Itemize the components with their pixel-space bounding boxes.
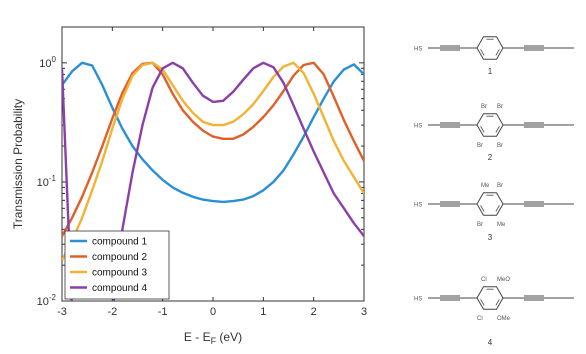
- double-bond: [480, 205, 485, 212]
- substituent-label: MeO: [497, 277, 510, 283]
- end-group-label: HS: [414, 203, 422, 209]
- molecule-number: 1: [488, 67, 493, 76]
- substituent-label: Br: [477, 222, 483, 228]
- y-tick-label: 10-1: [37, 174, 57, 189]
- legend-label: compound 4: [92, 283, 147, 294]
- series-lines: [62, 61, 364, 301]
- substituent-label: Br: [477, 143, 483, 149]
- x-tick-label: -3: [57, 306, 67, 318]
- end-group-label: HS: [414, 124, 422, 130]
- substituent-label: Br: [497, 143, 503, 149]
- double-bond: [480, 126, 485, 133]
- double-bond: [495, 49, 500, 56]
- end-group-label: HS: [414, 47, 422, 53]
- y-axis-label: Transmission Probability: [11, 99, 25, 229]
- x-tick-label: 1: [260, 306, 266, 318]
- legend: compound 1 compound 2 compound 3 compound 4: [64, 230, 170, 300]
- double-bond: [480, 299, 485, 306]
- y-tick-label: 100: [39, 55, 56, 70]
- legend-label: compound 3: [92, 268, 147, 279]
- y-tick-label: 10-2: [37, 293, 57, 308]
- double-bond: [495, 205, 500, 212]
- molecule-number: 3: [488, 233, 493, 242]
- series-line-compound-1: [62, 61, 364, 204]
- substituent-label: OMe: [497, 316, 511, 322]
- molecule-2: HS Br Br Br Br 2: [414, 104, 574, 162]
- series-line-compound-3: [62, 61, 364, 261]
- molecule-number: 4: [488, 338, 493, 347]
- molecule-4: HS Cl MeO Cl OMe 4: [414, 277, 574, 347]
- substituent-label: Me: [481, 183, 490, 189]
- x-tick-label: 3: [361, 306, 367, 318]
- benzene-ring: [476, 192, 504, 216]
- double-bond: [480, 49, 485, 56]
- molecule-number: 2: [488, 153, 493, 162]
- substituent-label: Me: [497, 222, 506, 228]
- series-line-compound-2: [62, 61, 364, 237]
- axes: -3 -2 -1 0 1 2 3 10-2 10-1 100: [37, 26, 367, 318]
- substituent-label: Cl: [481, 277, 487, 283]
- molecule-3: HS Me Br Br Me 3: [414, 183, 574, 242]
- x-tick-label: -2: [107, 306, 117, 318]
- x-tick-label: 2: [311, 306, 317, 318]
- substituent-label: Br: [481, 104, 487, 110]
- legend-label: compound 2: [92, 252, 147, 263]
- molecule-structures: HS 1 HS Br Br Br Br 2 HS Me Br Br Me 3 HS Cl MeO Cl OMe 4: [414, 36, 574, 347]
- double-bond: [495, 126, 500, 133]
- substituent-label: Br: [497, 183, 503, 189]
- substituent-label: Br: [497, 104, 503, 110]
- legend-label: compound 1: [92, 237, 147, 248]
- double-bond: [495, 299, 500, 306]
- substituent-label: Cl: [477, 316, 483, 322]
- benzene-ring: [476, 286, 504, 310]
- benzene-ring: [476, 36, 504, 60]
- molecule-1: HS 1: [414, 36, 574, 76]
- x-axis-label: E - EF (eV): [184, 330, 242, 346]
- x-tick-label: -1: [158, 306, 168, 318]
- end-group-label: HS: [414, 297, 422, 303]
- series-line-compound-4: [62, 61, 364, 301]
- x-tick-label: 0: [210, 306, 216, 318]
- benzene-ring: [476, 113, 504, 137]
